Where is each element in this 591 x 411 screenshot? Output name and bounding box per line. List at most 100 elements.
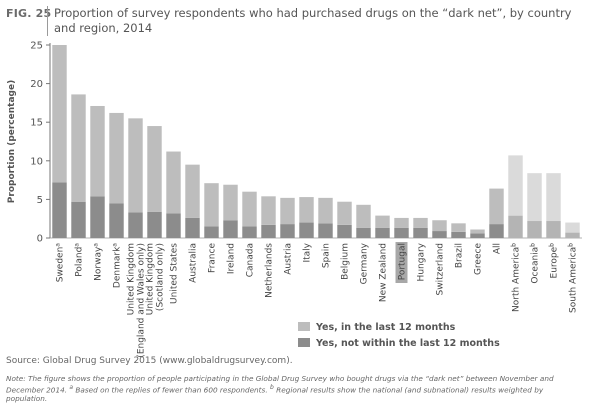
x-tick-label: Austria (284, 243, 294, 275)
x-tick-label-group: Polanda (73, 243, 85, 277)
bar-segment-older (299, 222, 314, 238)
legend-swatch-older (298, 338, 310, 347)
x-tick-label-group: Norwaya (92, 243, 104, 281)
x-tick-label-line2: (England and Wales only) (137, 243, 147, 358)
y-axis-title: Proportion (percentage) (7, 80, 17, 203)
x-tick-label-group: Netherlands (265, 243, 275, 298)
x-tick-label: France (208, 243, 218, 273)
x-tick-label-group: Italy (303, 242, 313, 262)
bar-segment-recent (318, 197, 333, 224)
y-tick-label: 25 (30, 41, 43, 52)
x-tick-label: Europeb (548, 243, 560, 279)
bar-segment-recent (185, 164, 200, 218)
x-tick-label: Canada (246, 243, 256, 277)
x-tick-label: Italy (303, 242, 313, 262)
x-tick-label: Brazil (455, 243, 465, 268)
x-tick-label: Oceaniab (529, 243, 541, 284)
x-tick-label-superscript: a (73, 243, 80, 247)
bar-segment-recent (375, 215, 390, 228)
bar-segment-recent (356, 204, 371, 228)
bar-segment-recent (527, 173, 542, 222)
legend-item-recent: Yes, in the last 12 months (298, 322, 455, 333)
bar-segment-older (261, 224, 276, 238)
legend-item-older: Yes, not within the last 12 months (298, 338, 500, 349)
bar-segment-older (71, 201, 86, 238)
x-tick-label-superscript: a (92, 243, 99, 247)
bar-segment-recent (242, 191, 257, 227)
note-footnote-marker: b (270, 384, 274, 391)
y-tick-label: 0 (37, 234, 43, 245)
x-tick-label-group: Spain (322, 243, 332, 268)
bar-segment-recent (565, 222, 580, 233)
x-tick-label-group: United States (170, 243, 180, 304)
x-tick-label-group: France (208, 243, 218, 273)
bar-segment-older (52, 182, 67, 238)
x-tick-label: All (493, 243, 503, 254)
bar-segment-recent (508, 155, 523, 216)
x-tick-label-group: Portugal (395, 242, 408, 283)
x-tick-label-group: Australia (189, 243, 199, 283)
x-tick-label: United Kingdom (146, 243, 156, 315)
x-tick-label: Ireland (227, 243, 237, 274)
x-tick-label-line2: (Scotland only) (156, 243, 166, 311)
note-text: Note: The figure shows the proportion of… (6, 374, 554, 404)
x-tick-label: Portugal (398, 243, 408, 280)
x-tick-label-group: North Americab (510, 243, 522, 312)
bar-segment-older (527, 221, 542, 238)
x-tick-label-superscript: a (54, 243, 61, 247)
bar-segment-recent (432, 220, 447, 232)
x-tick-label-group: Europeb (548, 243, 560, 279)
bar-segment-recent (128, 118, 143, 213)
bar-segment-recent (394, 217, 409, 228)
bar-segment-older (109, 203, 124, 238)
bar-segment-recent (204, 183, 219, 227)
bar-segment-older (356, 227, 371, 238)
x-tick-label-group: All (493, 243, 503, 254)
x-tick-label: United States (170, 243, 180, 304)
x-tick-label-group: Canada (246, 243, 256, 277)
x-tick-label-group: Brazil (455, 243, 465, 268)
figure-label: FIG. 25 (6, 7, 52, 20)
y-tick-label: 20 (30, 79, 43, 90)
x-tick-label: Greece (474, 243, 484, 275)
x-tick-label-group: United Kingdom (Scotland only) (146, 243, 166, 315)
x-tick-label: Germany (360, 242, 370, 284)
x-tick-label: Polanda (73, 243, 85, 277)
bar-segment-recent (147, 126, 162, 212)
figure-title: Proportion of survey respondents who had… (54, 6, 572, 35)
x-tick-label-superscript: b (567, 243, 574, 247)
y-tick-label: 15 (30, 118, 43, 129)
x-tick-label-group: Denmarka (111, 243, 123, 288)
bar-segment-older (432, 231, 447, 238)
bar-segment-recent (451, 223, 466, 232)
y-tick-label: 5 (37, 195, 43, 206)
x-tick-label: South Americab (567, 243, 579, 313)
bar-segment-recent (299, 197, 314, 223)
x-tick-label-group: Hungary (417, 242, 427, 281)
bar-segment-older (280, 224, 295, 238)
highlight-box (395, 242, 408, 283)
x-tick-label-group: Oceaniab (529, 243, 541, 284)
bar-segment-older (375, 227, 390, 238)
x-tick-label-group: Belgium (341, 243, 351, 280)
x-tick-label-group: Austria (284, 243, 294, 275)
x-tick-label: Netherlands (265, 243, 275, 298)
x-tick-label-superscript: b (548, 243, 555, 247)
x-tick-label: Denmarka (111, 243, 123, 288)
bar-segment-older (337, 224, 352, 238)
bar-segment-recent (52, 45, 67, 183)
x-tick-label-group: New Zealand (379, 243, 389, 302)
x-tick-label: Norwaya (92, 243, 104, 281)
x-tick-label-superscript: a (111, 243, 118, 247)
x-tick-label: Swedena (54, 243, 66, 283)
x-tick-label-group: Ireland (227, 243, 237, 274)
x-tick-label-group: Germany (360, 242, 370, 284)
bar-segment-older (147, 211, 162, 238)
x-tick-label-group: South Americab (567, 243, 579, 313)
bar-segment-older (470, 233, 485, 238)
legend-label-older: Yes, not within the last 12 months (316, 338, 500, 349)
x-tick-label: Spain (322, 243, 332, 268)
bar-segment-older (508, 215, 523, 238)
bar-segment-older (166, 213, 181, 238)
